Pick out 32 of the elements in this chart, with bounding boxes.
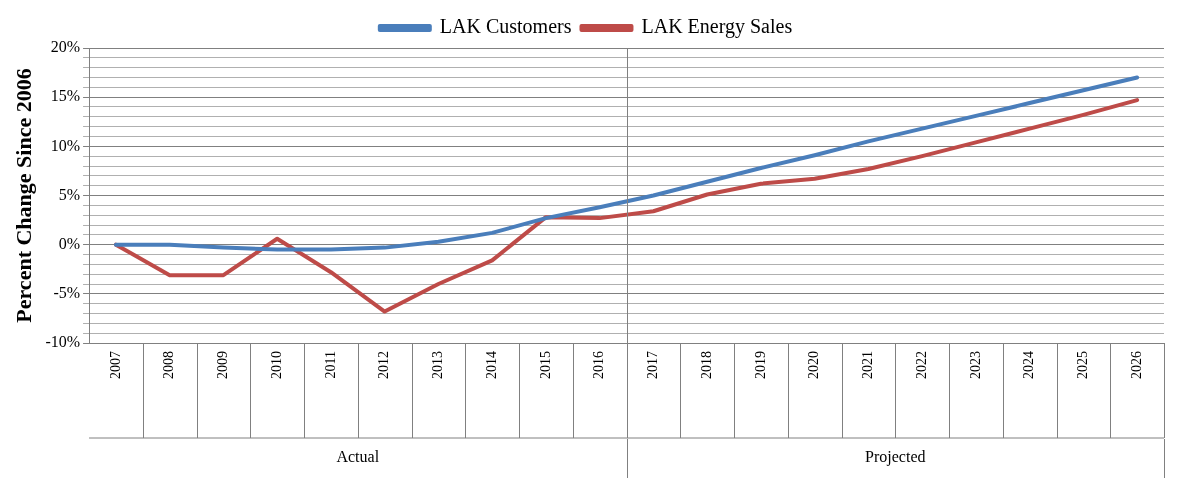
y-tick-label: 15%	[50, 87, 81, 105]
x-tick-label: 2025	[1075, 351, 1091, 379]
x-tick-label: 2013	[430, 351, 446, 379]
x-tick-label: 2007	[107, 351, 123, 379]
y-axis-title: Percent Change Since 2006	[10, 68, 36, 323]
text: Projected	[865, 448, 926, 467]
x-tick-label: 2014	[483, 351, 499, 379]
x-tick-label: 2017	[645, 351, 661, 379]
x-tick-label: 2015	[537, 351, 553, 379]
legend-label: LAK Customers	[439, 15, 572, 38]
text: Actual	[336, 448, 380, 466]
x-tick-label: 2026	[1128, 351, 1144, 379]
x-tick-label: 2012	[376, 351, 392, 379]
x-tick-label: 2020	[806, 351, 822, 379]
y-tick-label: 10%	[50, 136, 81, 154]
x-tick-label: 2022	[913, 351, 929, 379]
y-tick-label: 5%	[58, 185, 81, 203]
y-tick-label: -5%	[53, 284, 81, 302]
x-tick-label: 2024	[1021, 351, 1037, 379]
x-tick-label: 2023	[967, 351, 983, 379]
x-tick-label: 2019	[752, 351, 768, 379]
x-tick-label: 2011	[322, 351, 338, 379]
y-tick-label: 20%	[50, 38, 81, 56]
y-tick-label: -10%	[45, 333, 81, 351]
y-tick-label: 0%	[58, 234, 81, 252]
legend-label: LAK Energy Sales	[641, 15, 793, 39]
x-tick-label: 2008	[161, 351, 177, 379]
x-tick-label: 2010	[268, 351, 284, 379]
x-tick-label: 2021	[860, 351, 876, 379]
x-tick-label: 2016	[591, 351, 607, 379]
x-tick-label: 2018	[698, 351, 714, 379]
x-tick-label: 2009	[215, 351, 231, 379]
